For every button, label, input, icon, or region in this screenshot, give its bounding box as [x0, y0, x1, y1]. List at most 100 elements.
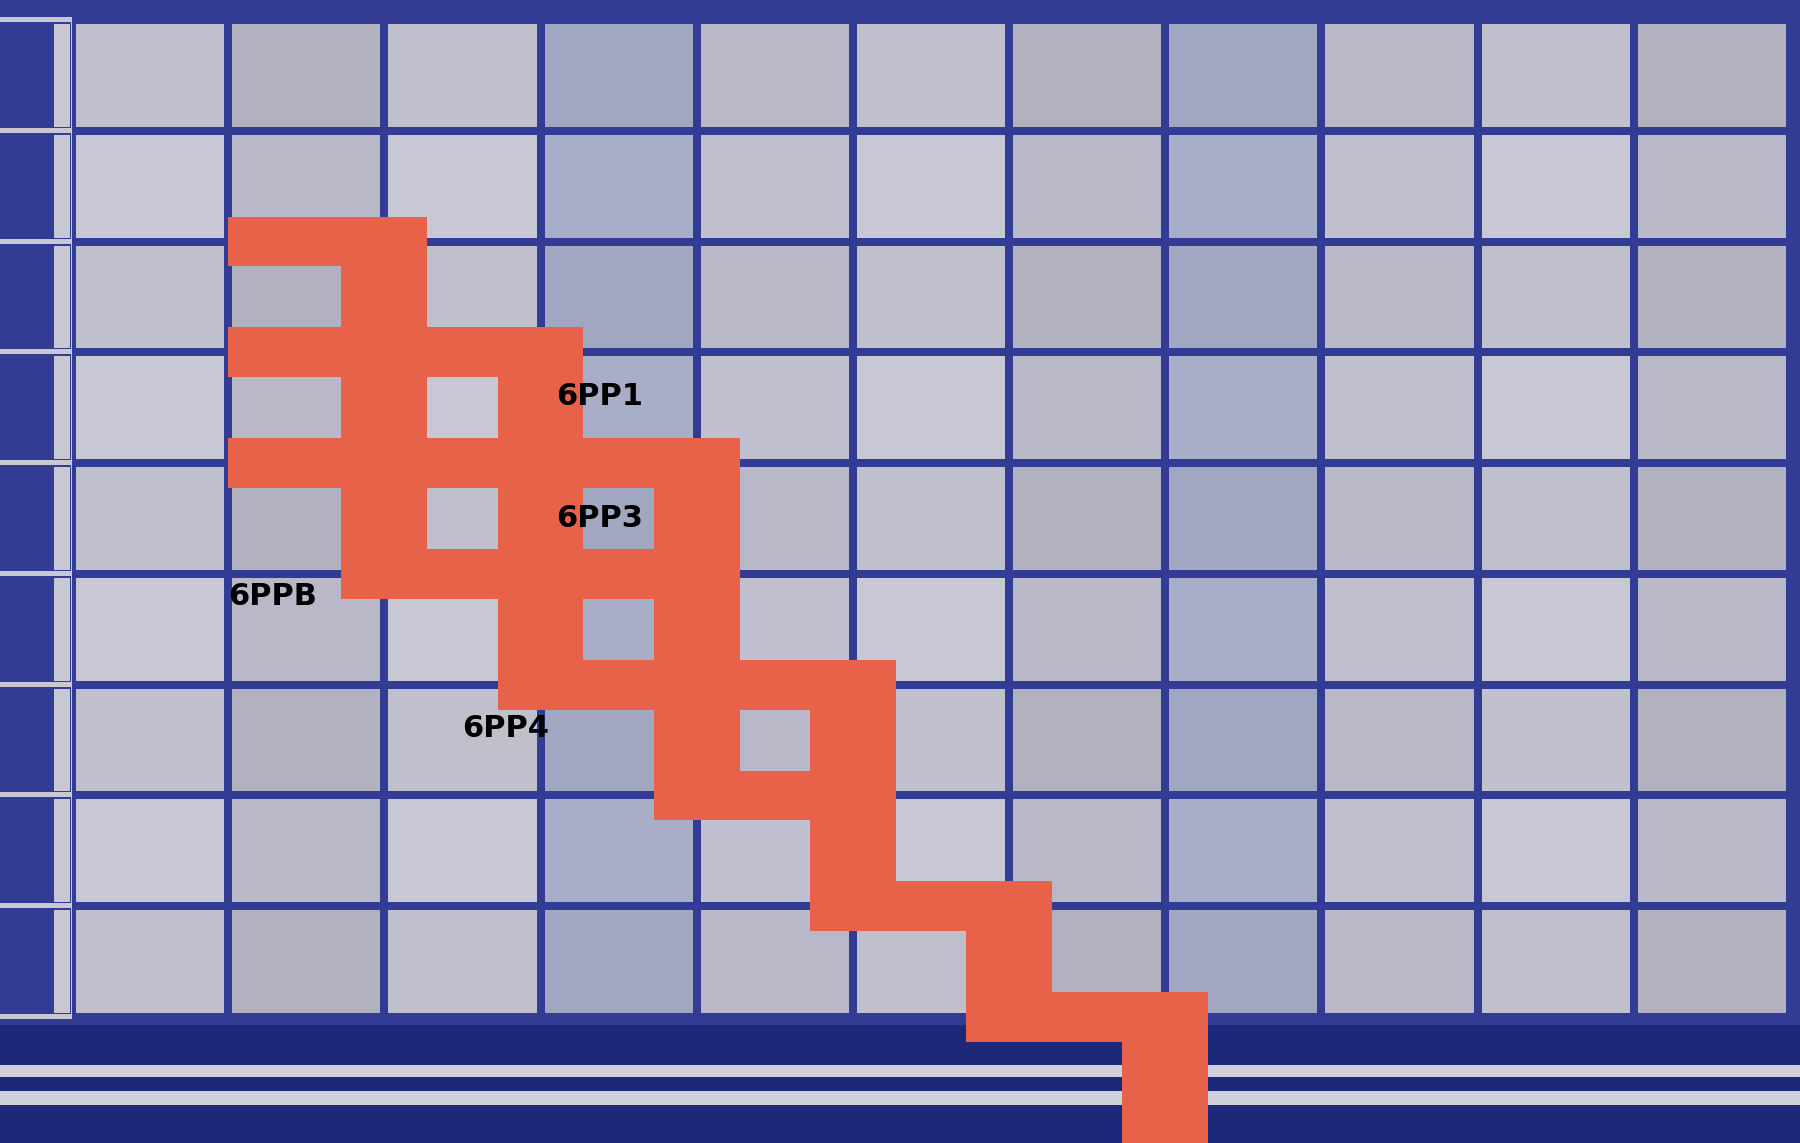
Bar [0, 793, 72, 798]
Bar [857, 3, 1004, 16]
Bar [540, 438, 740, 488]
Bar [1170, 689, 1318, 791]
Bar [545, 799, 693, 902]
Bar [76, 467, 225, 570]
Bar [1325, 910, 1474, 1013]
Bar [1638, 689, 1786, 791]
Bar [0, 17, 72, 22]
Text: 6PPB: 6PPB [229, 582, 317, 610]
Bar [545, 689, 693, 791]
Bar [1325, 135, 1474, 238]
Bar [1170, 467, 1318, 570]
Bar [72, 3, 149, 16]
Bar [389, 799, 536, 902]
Bar [232, 246, 380, 349]
Bar [700, 578, 850, 681]
Bar [497, 327, 583, 488]
Bar [0, 351, 72, 354]
Bar [0, 135, 68, 238]
Bar [1638, 578, 1786, 681]
Bar [1170, 467, 1318, 570]
Bar [1170, 910, 1318, 1013]
Bar [1013, 689, 1161, 791]
Bar [76, 357, 225, 459]
Bar [700, 689, 850, 791]
Bar [653, 660, 740, 821]
Bar [545, 357, 693, 459]
Bar [389, 578, 536, 681]
Bar [1638, 357, 1786, 459]
Bar [967, 881, 1051, 1042]
Bar [1170, 246, 1318, 349]
Bar [389, 910, 536, 1013]
Bar [697, 660, 896, 710]
Text: 6PP4: 6PP4 [463, 714, 549, 743]
Bar [0, 1105, 1800, 1143]
Bar [232, 24, 380, 127]
Bar [1170, 578, 1318, 681]
Bar [1013, 135, 1161, 238]
Bar [857, 578, 1004, 681]
Bar [54, 246, 70, 349]
Bar [1013, 910, 1161, 1013]
Bar [1010, 992, 1208, 1042]
Bar [497, 549, 583, 710]
Bar [0, 0, 1800, 19]
Bar [700, 799, 850, 902]
Bar [76, 467, 225, 570]
Bar [0, 1092, 1800, 1105]
Bar [76, 24, 225, 127]
Bar [342, 217, 427, 377]
Bar [0, 1077, 1800, 1092]
Bar [1325, 578, 1474, 681]
Bar [76, 910, 225, 1013]
Bar [1170, 24, 1318, 127]
Bar [1013, 135, 1161, 238]
Bar [545, 135, 693, 238]
Bar [1170, 799, 1318, 902]
Bar [700, 910, 850, 1013]
Bar [0, 1092, 1800, 1105]
Bar [0, 0, 149, 19]
Bar [389, 24, 536, 127]
Bar [0, 350, 72, 354]
Bar [232, 135, 380, 238]
Bar [1013, 799, 1161, 902]
Bar [1481, 799, 1629, 902]
Bar [653, 549, 740, 710]
Bar [1013, 467, 1161, 570]
Bar [540, 549, 740, 599]
Bar [545, 910, 693, 1013]
Bar [232, 910, 380, 1013]
Bar [1481, 135, 1629, 238]
Bar [389, 578, 536, 681]
Bar [0, 681, 72, 687]
Bar [1325, 24, 1474, 127]
Bar [54, 357, 70, 459]
Bar [0, 0, 1800, 19]
Bar [1481, 467, 1629, 570]
Bar [1013, 246, 1161, 349]
Bar [0, 910, 68, 1013]
Bar [232, 467, 380, 570]
Bar [810, 660, 896, 821]
Bar [545, 357, 693, 459]
Bar [59, 352, 72, 463]
Bar [385, 327, 583, 377]
Bar [389, 246, 536, 349]
Bar [857, 910, 1004, 1013]
Bar [1325, 689, 1474, 791]
Bar [1170, 246, 1318, 349]
Bar [0, 129, 72, 133]
Bar [1170, 3, 1318, 16]
Bar [1638, 689, 1786, 791]
Bar [59, 906, 72, 1017]
Bar [0, 1105, 1800, 1143]
Bar [0, 19, 59, 1017]
Bar [1013, 24, 1161, 127]
Bar [1325, 799, 1474, 902]
Bar [0, 904, 72, 909]
Bar [54, 799, 70, 902]
Bar [76, 578, 225, 681]
Bar [0, 1015, 72, 1020]
